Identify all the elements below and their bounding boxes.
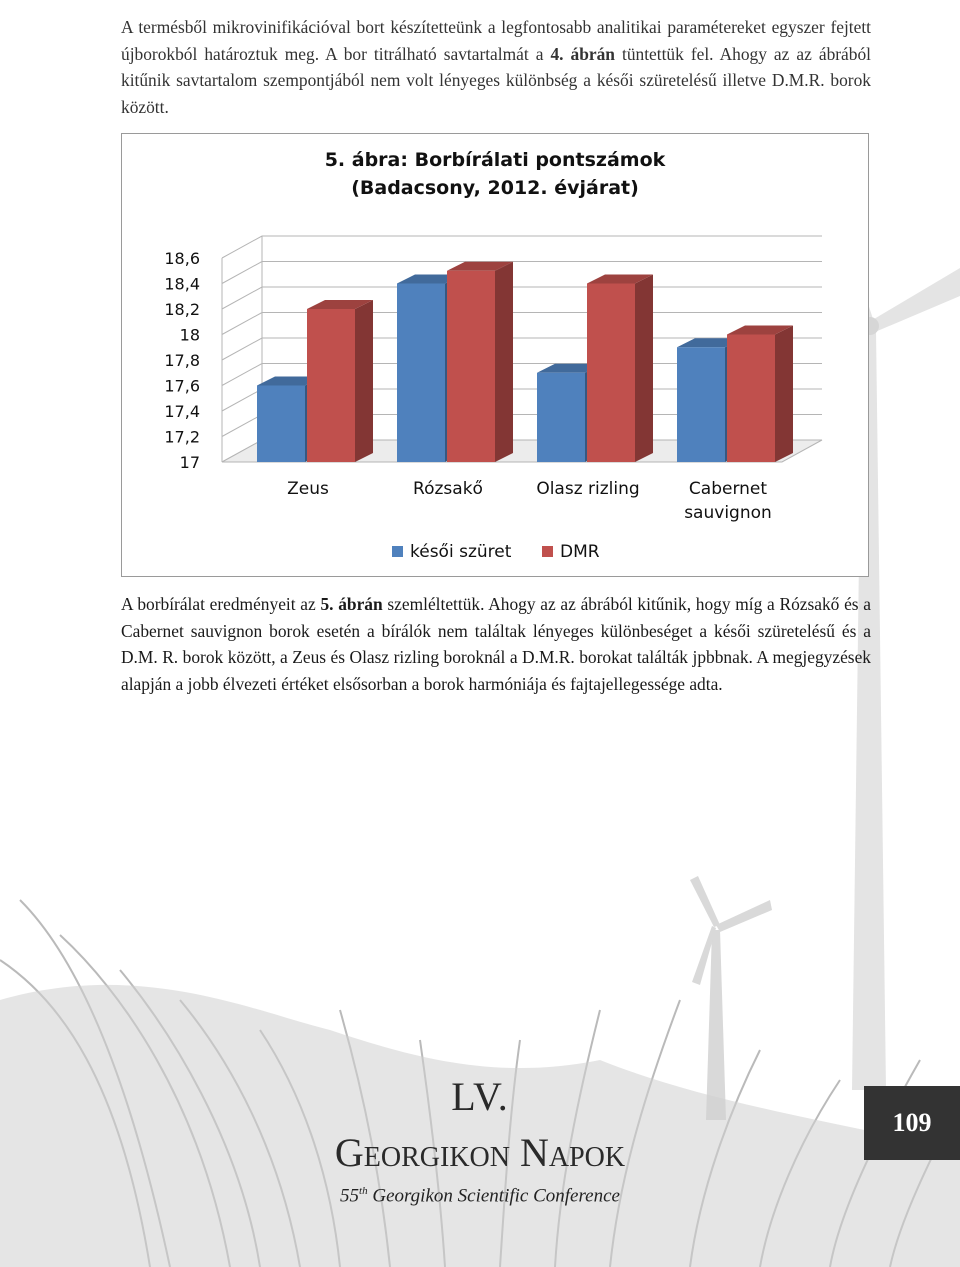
y-tick-label: 18 — [180, 326, 200, 345]
bar — [447, 270, 495, 462]
intro-text-1: A termésből mikrovinifikációval bort kés… — [121, 17, 871, 64]
bar-top — [307, 300, 373, 309]
conference-subtitle: 55th Georgikon Scientific Conference — [250, 1185, 710, 1207]
legend-label: késői szüret — [410, 542, 512, 562]
bar — [307, 309, 355, 462]
results-figure-ref: 5. ábrán — [320, 594, 383, 614]
intro-paragraph: A termésből mikrovinifikációval bort kés… — [121, 14, 871, 120]
bar-side — [775, 325, 793, 462]
gridline — [221, 235, 822, 259]
y-tick-label: 17,6 — [164, 377, 200, 396]
y-tick-label: 18,4 — [164, 275, 200, 294]
page-number: 109 — [864, 1086, 960, 1160]
intro-text-2: tüntettük fel. Ahogy az az ábrából kitűn… — [121, 43, 871, 117]
y-tick-label: 18,2 — [164, 300, 200, 319]
conference-ordinal: th — [359, 1185, 368, 1197]
y-tick-label: 17,4 — [164, 402, 200, 421]
y-tick-label: 17 — [180, 453, 200, 472]
bar-side — [495, 261, 513, 462]
y-tick-label: 17,8 — [164, 351, 200, 370]
bar-top — [397, 274, 463, 284]
bar — [587, 283, 635, 462]
bar-chart: 5. ábra: Borbírálati pontszámok (Badacso… — [121, 133, 869, 577]
chart-title-line1: 5. ábra: Borbírálati pontszámok — [324, 149, 666, 171]
intro-figure-ref: 4. ábrán — [550, 43, 615, 64]
conference-name: Georgikon Napok — [334, 1130, 626, 1175]
conference-number: 55 — [340, 1185, 360, 1207]
bar-top — [677, 338, 743, 348]
x-tick-label: sauvignon — [684, 503, 772, 523]
chart-title-line2: (Badacsony, 2012. évjárat) — [351, 177, 639, 199]
gridline — [221, 286, 822, 310]
results-text-1: A borbírálat eredményeit az — [121, 594, 321, 614]
results-paragraph: A borbírálat eredményeit az 5. ábrán sze… — [121, 591, 871, 697]
bar — [677, 347, 725, 462]
bar-top — [587, 274, 653, 284]
bar — [257, 385, 305, 462]
conference-edition: LV. — [451, 1074, 509, 1119]
chart-canvas: 17 17,2 17,4 17,6 17,8 18 18,2 18,4 18,6 Zeus Rózs… — [164, 235, 823, 562]
bar-side — [635, 274, 653, 462]
x-tick-label: Olasz rizling — [536, 479, 639, 499]
bar-top — [257, 376, 323, 386]
legend-swatch — [542, 546, 553, 557]
bar — [397, 283, 445, 462]
x-tick-label: Zeus — [287, 479, 329, 499]
grass-fill — [0, 984, 960, 1267]
wind-turbine-small-icon — [690, 876, 772, 1120]
y-tick-label: 17,2 — [164, 428, 200, 447]
legend-label: DMR — [560, 542, 600, 562]
conference-subtitle-text: Georgikon Scientific Conference — [367, 1185, 620, 1207]
x-tick-label: Cabernet — [689, 479, 767, 499]
conference-branding: LV. Georgikon Napok 55th Georgikon Scien… — [250, 1075, 710, 1207]
bar-top — [727, 325, 793, 335]
results-text-2: szemléltettük. Ahogy az az ábrából kitűn… — [121, 594, 871, 694]
bar — [727, 334, 775, 462]
y-tick-label: 18,6 — [164, 249, 200, 268]
x-tick-label: Rózsakő — [413, 479, 483, 499]
legend-swatch — [392, 546, 403, 557]
bar-top — [537, 363, 603, 373]
bar-side — [355, 300, 373, 462]
bar-top — [447, 261, 513, 271]
gridline — [221, 261, 822, 284]
bar — [537, 372, 585, 462]
